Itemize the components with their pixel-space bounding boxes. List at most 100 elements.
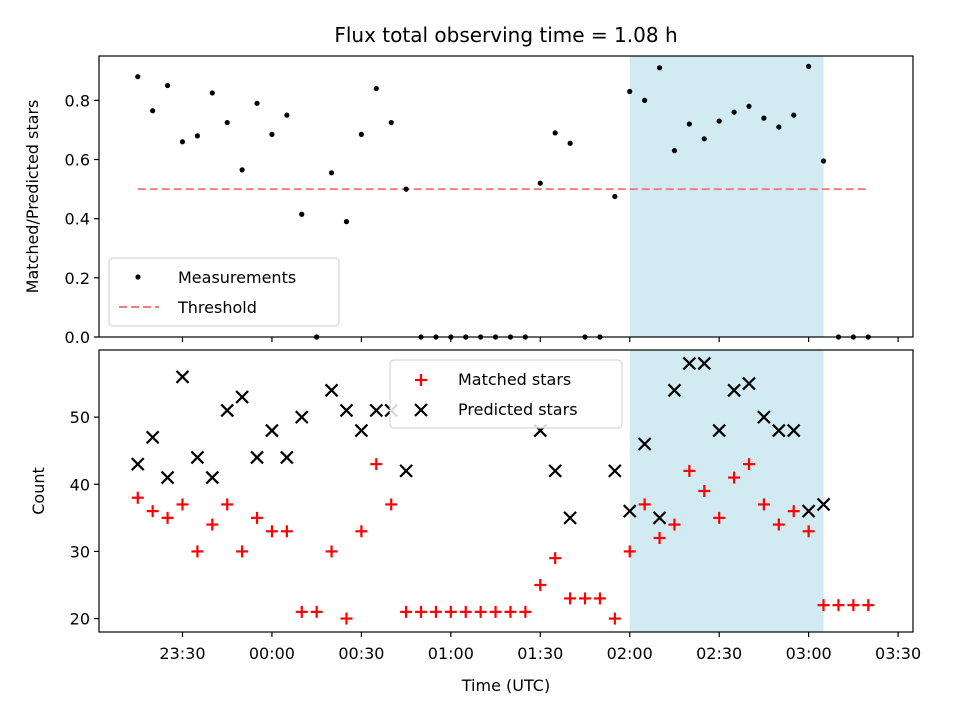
matched-star-point	[251, 511, 264, 524]
top-shaded-span	[629, 56, 824, 337]
predicted-star-point	[742, 376, 756, 391]
measurement-point	[284, 112, 290, 118]
predicted-star-point	[175, 370, 190, 384]
measurement-point	[627, 88, 633, 95]
x-tick-label: 01:00	[428, 644, 474, 663]
matched-star-point	[728, 471, 741, 484]
bottom-y-ticks: 20 30 40 50	[70, 408, 99, 629]
matched-star-point	[146, 505, 159, 518]
x-tick-label: 00:00	[249, 644, 295, 663]
y-tick-label: 0.8	[65, 91, 90, 110]
predicted-star-point	[637, 437, 652, 451]
legend-matched-marker	[415, 374, 427, 386]
matched-star-point	[310, 605, 323, 618]
y-tick-label: 20	[70, 610, 90, 629]
matched-star-point	[385, 498, 398, 511]
x-tick-label: 03:30	[875, 644, 921, 663]
matched-star-point	[817, 599, 830, 612]
predicted-star-point	[622, 504, 637, 518]
predicted-star-point	[205, 470, 220, 485]
matched-star-point	[653, 532, 666, 544]
matched-star-point	[757, 498, 770, 511]
matched-star-point	[683, 464, 696, 477]
measurement-point	[164, 82, 171, 89]
matched-star-point	[474, 605, 487, 618]
measurement-point	[269, 131, 275, 137]
x-tick-label: 01:30	[517, 644, 563, 663]
measurement-point	[656, 65, 663, 71]
predicted-star-point	[145, 430, 160, 445]
x-tick-label: 03:00	[786, 644, 832, 663]
predicted-star-point	[816, 497, 831, 512]
measurement-point	[642, 97, 648, 103]
measurement-point	[179, 139, 186, 145]
bottom-y-axis-label: Count	[29, 467, 48, 515]
y-tick-label: 0.2	[65, 269, 90, 288]
bottom-panel: 20 30 40 50 23:30 00:00 00:30 01:00 01:30 02:00 0…	[29, 349, 921, 695]
measurement-point	[820, 158, 827, 164]
y-tick-label: 0.6	[65, 151, 90, 170]
y-tick-label: 50	[70, 408, 90, 427]
matched-star-point	[236, 545, 249, 558]
matched-star-point	[698, 485, 711, 497]
predicted-star-point	[250, 450, 264, 465]
matched-star-point	[131, 491, 144, 504]
matched-star-point	[265, 525, 278, 538]
measurement-point	[194, 133, 200, 139]
measurement-point	[150, 108, 156, 114]
x-tick-label: 00:30	[338, 644, 384, 663]
matched-star-point	[161, 511, 174, 524]
predicted-star-point	[563, 511, 577, 525]
x-tick-label: 23:30	[159, 644, 205, 663]
measurement-point	[537, 180, 543, 186]
bottom-legend: Matched stars Predicted stars	[389, 359, 623, 429]
measurement-point	[403, 186, 409, 192]
matched-star-point	[519, 605, 532, 618]
measurement-point	[746, 103, 752, 109]
matched-star-point	[221, 498, 234, 511]
measurement-point	[791, 112, 797, 118]
x-axis-label: Time (UTC)	[461, 676, 550, 695]
legend-measurements-marker	[135, 274, 141, 280]
y-tick-label: 0.0	[65, 328, 90, 347]
bottom-x-ticks: 23:30 00:00 00:30 01:00 01:30 02:00 02:30 03:00…	[159, 632, 921, 663]
matched-star-point	[429, 605, 442, 618]
chart-title: Flux total observing time = 1.08 h	[334, 23, 677, 47]
matched-star-point	[847, 599, 860, 612]
predicted-star-point	[294, 410, 309, 424]
measurement-point	[686, 121, 692, 127]
matched-star-point	[787, 505, 800, 518]
x-tick-label: 02:00	[607, 644, 653, 663]
matched-star-point	[579, 592, 592, 605]
predicted-star-point	[160, 470, 175, 485]
predicted-star-point	[697, 356, 712, 371]
measurement-point	[761, 115, 767, 121]
measurement-point	[343, 219, 350, 225]
legend-predicted-label: Predicted stars	[458, 400, 578, 419]
measurement-point	[716, 118, 722, 124]
y-tick-label: 30	[70, 542, 90, 561]
matched-star-point	[608, 612, 621, 625]
matched-star-point	[444, 605, 457, 618]
predicted-star-point	[324, 383, 339, 398]
matched-star-point	[832, 599, 845, 612]
measurement-point	[135, 74, 141, 80]
measurement-point	[239, 167, 245, 173]
measurements-points	[135, 63, 871, 340]
predicted-star-point	[220, 403, 234, 418]
matched-star-point	[564, 592, 577, 605]
matched-star-point	[623, 545, 636, 558]
matched-star-point	[504, 605, 517, 618]
measurement-point	[731, 109, 737, 115]
predicted-star-point	[369, 403, 384, 418]
predicted-star-point	[339, 403, 354, 418]
measurement-point	[806, 63, 812, 69]
matched-star-point	[415, 605, 428, 618]
y-tick-label: 0.4	[65, 210, 90, 229]
measurement-point	[671, 148, 678, 154]
matched-star-point	[370, 458, 383, 471]
matched-star-point	[743, 458, 756, 471]
matched-star-point	[593, 592, 606, 605]
measurement-point	[254, 100, 260, 106]
